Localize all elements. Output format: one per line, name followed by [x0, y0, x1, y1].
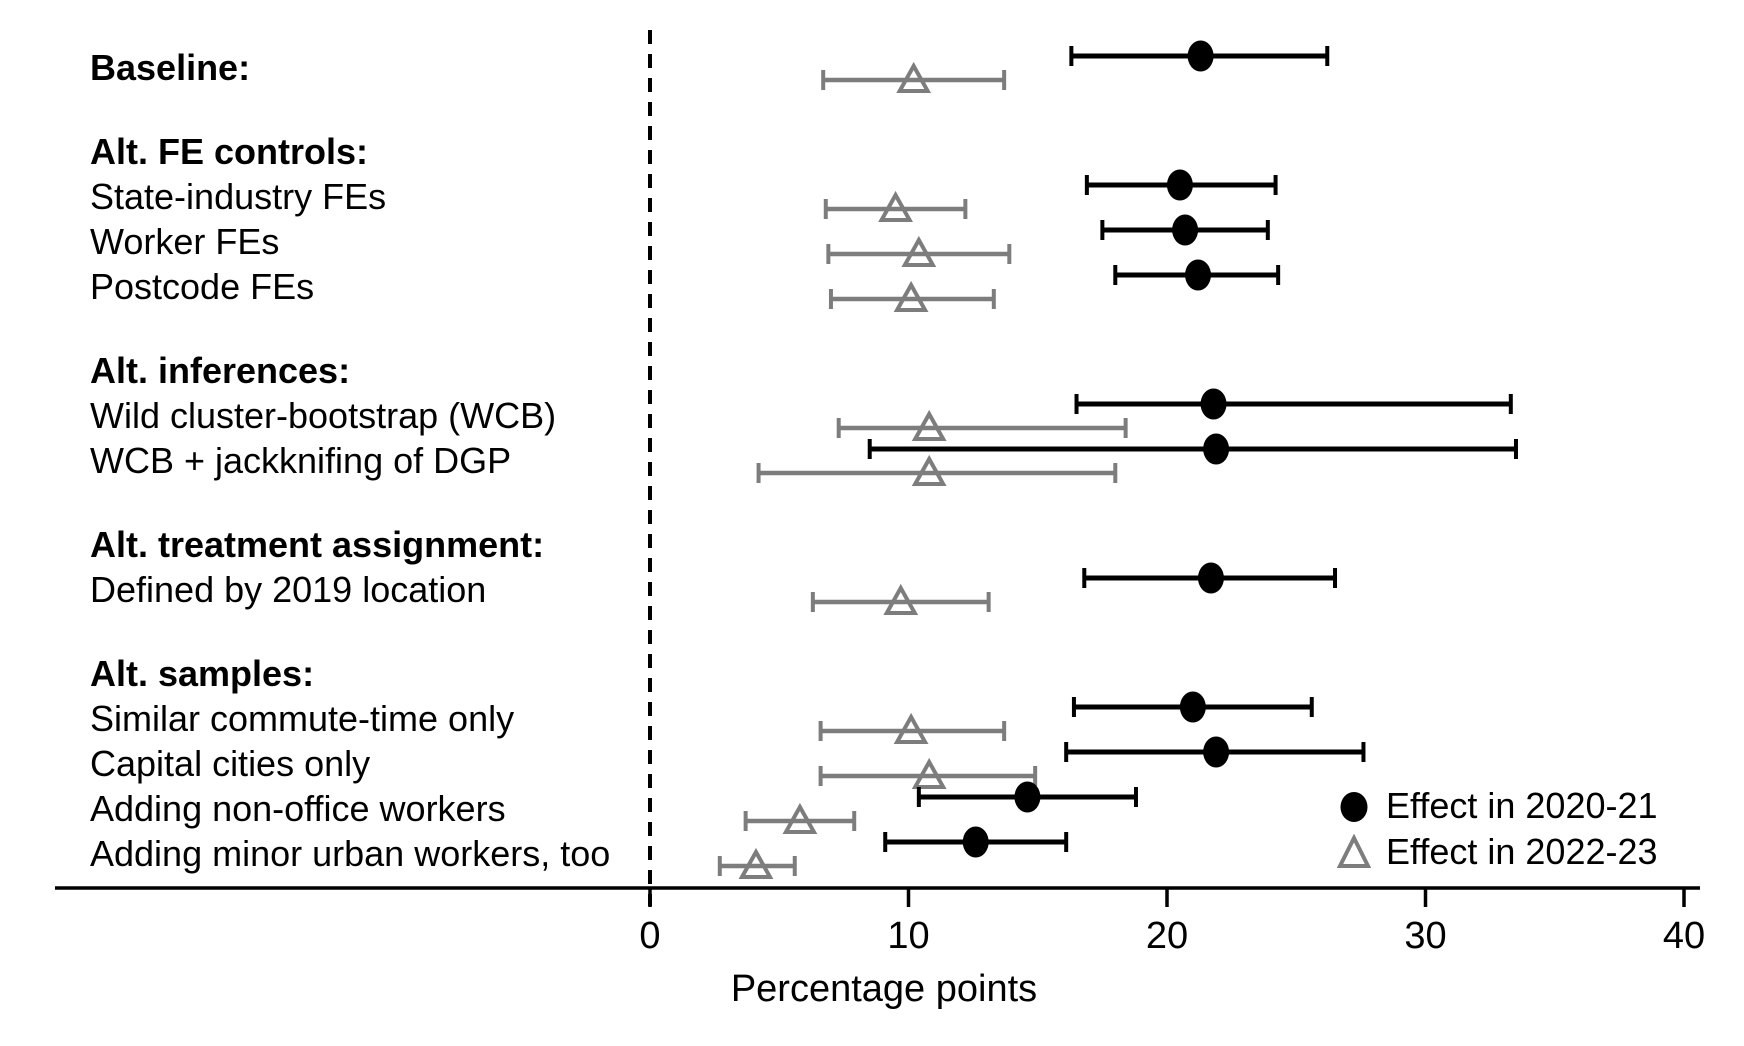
- open-triangle-icon: [1336, 834, 1372, 868]
- estimate-2022-23: [823, 190, 968, 222]
- estimate-2020-21: [1071, 691, 1314, 723]
- x-tick-label: 30: [1404, 915, 1446, 957]
- estimate-2022-23: [821, 61, 1007, 93]
- row-label: Worker FEs: [90, 221, 280, 262]
- filled-circle-marker: [1197, 562, 1224, 594]
- open-triangle-marker: [911, 454, 947, 486]
- filled-circle-marker: [962, 826, 989, 858]
- estimate-2020-21: [1084, 169, 1278, 201]
- filled-circle-marker: [1172, 214, 1199, 246]
- estimate-2020-21: [1082, 562, 1338, 594]
- estimate-2022-23: [717, 847, 797, 879]
- estimate-2020-21: [1069, 40, 1330, 72]
- x-tick-label: 10: [887, 915, 929, 957]
- estimate-2022-23: [828, 280, 996, 312]
- section-header-label: Alt. treatment assignment:: [90, 524, 545, 565]
- filled-circle-marker: [1200, 388, 1227, 420]
- legend-label-2020-21: Effect in 2020-21: [1386, 785, 1658, 826]
- open-triangle-marker: [782, 802, 818, 834]
- section-header-label: Alt. FE controls:: [90, 131, 368, 172]
- estimate-2022-23: [818, 712, 1007, 744]
- filled-circle-marker: [1014, 781, 1041, 813]
- estimate-2022-23: [810, 583, 991, 615]
- open-triangle-marker: [878, 190, 913, 222]
- x-axis-title: Percentage points: [730, 968, 1038, 1010]
- row-label: Similar commute-time only: [90, 698, 515, 739]
- estimate-2022-23: [836, 409, 1128, 441]
- open-triangle-marker: [901, 235, 937, 267]
- row-label: Defined by 2019 location: [90, 569, 487, 610]
- filled-circle-marker: [1185, 259, 1212, 291]
- legend-entry-2020-21: Effect in 2020-21: [1336, 784, 1658, 828]
- open-triangle-marker: [738, 847, 774, 879]
- row-label: Postcode FEs: [90, 266, 315, 307]
- estimate-2020-21: [1100, 214, 1270, 246]
- estimate-2022-23: [756, 454, 1118, 486]
- section-header-label: Baseline:: [90, 47, 251, 88]
- open-triangle-marker: [911, 409, 947, 441]
- filled-circle-marker: [1203, 433, 1230, 465]
- legend-label-2022-23: Effect in 2022-23: [1386, 831, 1658, 872]
- filled-circle-icon: [1340, 792, 1368, 822]
- filled-circle-marker: [1187, 40, 1214, 72]
- estimate-2020-21: [883, 826, 1069, 858]
- section-header-label: Alt. inferences:: [90, 350, 351, 391]
- row-label: Adding non-office workers: [90, 788, 506, 829]
- open-triangle-marker: [883, 583, 919, 615]
- estimate-2022-23: [826, 235, 1012, 267]
- open-triangle-marker: [893, 280, 929, 312]
- x-tick-label: 0: [639, 915, 660, 957]
- estimate-2020-21: [916, 781, 1138, 813]
- x-tick-label: 20: [1146, 915, 1188, 957]
- row-label: Capital cities only: [90, 743, 371, 784]
- x-tick-label: 40: [1663, 915, 1705, 957]
- row-label: Wild cluster-bootstrap (WCB): [90, 395, 557, 436]
- row-label: WCB + jackknifing of DGP: [90, 440, 512, 481]
- filled-circle-marker: [1166, 169, 1193, 201]
- section-header-label: Alt. samples:: [90, 653, 315, 694]
- open-triangle-marker: [893, 712, 929, 744]
- filled-circle-marker: [1203, 736, 1230, 768]
- row-label: State-industry FEs: [90, 176, 387, 217]
- legend-entry-2022-23: Effect in 2022-23: [1336, 830, 1658, 874]
- estimate-2022-23: [743, 802, 857, 834]
- row-label: Adding minor urban workers, too: [90, 833, 611, 874]
- estimate-2020-21: [1113, 259, 1281, 291]
- open-triangle-marker: [911, 757, 947, 789]
- estimate-2020-21: [1064, 736, 1366, 768]
- filled-circle-marker: [1179, 691, 1206, 723]
- estimate-2020-21: [867, 433, 1518, 465]
- estimate-2022-23: [818, 757, 1038, 789]
- open-triangle-marker: [896, 61, 932, 93]
- estimate-2020-21: [1074, 388, 1513, 420]
